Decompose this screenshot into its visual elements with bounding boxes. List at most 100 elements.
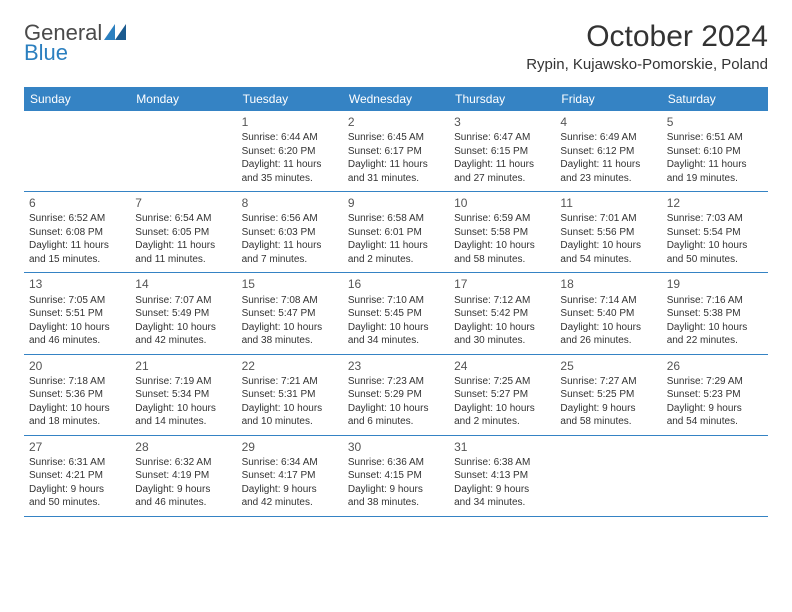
daylight-text: and 58 minutes. <box>560 415 656 429</box>
sunrise-text: Sunrise: 7:08 AM <box>242 294 338 308</box>
day-number: 31 <box>454 439 550 455</box>
daylight-text: Daylight: 10 hours <box>242 402 338 416</box>
calendar-day-cell: 23Sunrise: 7:23 AMSunset: 5:29 PMDayligh… <box>343 355 449 435</box>
daylight-text: and 26 minutes. <box>560 334 656 348</box>
day-header-wednesday: Wednesday <box>343 87 449 111</box>
calendar-table: Sunday Monday Tuesday Wednesday Thursday… <box>24 87 768 517</box>
calendar-day-cell: 27Sunrise: 6:31 AMSunset: 4:21 PMDayligh… <box>24 436 130 516</box>
day-number: 25 <box>560 358 656 374</box>
logo-mark-icon <box>104 27 126 44</box>
day-header-tuesday: Tuesday <box>237 87 343 111</box>
day-number: 10 <box>454 195 550 211</box>
daylight-text: Daylight: 10 hours <box>667 321 763 335</box>
day-number: 29 <box>242 439 338 455</box>
day-number: 12 <box>667 195 763 211</box>
sunrise-text: Sunrise: 6:31 AM <box>29 456 125 470</box>
sunset-text: Sunset: 5:51 PM <box>29 307 125 321</box>
daylight-text: and 58 minutes. <box>454 253 550 267</box>
daylight-text: Daylight: 10 hours <box>29 402 125 416</box>
calendar-day-cell: 13 Sunrise: 7:05 AMSunset: 5:51 PMDayligh… <box>24 273 130 353</box>
calendar-day-cell: 30Sunrise: 6:36 AMSunset: 4:15 PMDayligh… <box>343 436 449 516</box>
daylight-text: Daylight: 10 hours <box>667 239 763 253</box>
daylight-text: Daylight: 10 hours <box>135 402 231 416</box>
sunrise-text: Sunrise: 7:18 AM <box>29 375 125 389</box>
daylight-text: Daylight: 9 hours <box>348 483 444 497</box>
sunrise-text: Sunrise: 7:16 AM <box>667 294 763 308</box>
sunset-text: Sunset: 5:47 PM <box>242 307 338 321</box>
sunrise-text: Sunrise: 7:03 AM <box>667 212 763 226</box>
daylight-text: and 34 minutes. <box>454 496 550 510</box>
logo-text: General Blue <box>24 20 126 66</box>
calendar-day-cell: 29Sunrise: 6:34 AMSunset: 4:17 PMDayligh… <box>237 436 343 516</box>
title-block: October 2024 Rypin, Kujawsko-Pomorskie, … <box>526 20 768 73</box>
sunrise-text: Sunrise: 6:44 AM <box>242 131 338 145</box>
calendar-day-cell: 18Sunrise: 7:14 AMSunset: 5:40 PMDayligh… <box>555 273 661 353</box>
sunrise-text: Sunrise: 7:10 AM <box>348 294 444 308</box>
daylight-text: and 10 minutes. <box>242 415 338 429</box>
sunset-text: Sunset: 5:45 PM <box>348 307 444 321</box>
sunrise-text: Sunrise: 7:05 AM <box>29 294 125 308</box>
sunrise-text: Sunrise: 7:23 AM <box>348 375 444 389</box>
sunrise-text: Sunrise: 6:58 AM <box>348 212 444 226</box>
day-number: 26 <box>667 358 763 374</box>
day-number: 30 <box>348 439 444 455</box>
sunset-text: Sunset: 5:29 PM <box>348 388 444 402</box>
sunrise-text: Sunrise: 6:47 AM <box>454 131 550 145</box>
calendar-row: 6Sunrise: 6:52 AMSunset: 6:08 PMDaylight… <box>24 192 768 273</box>
sunset-text: Sunset: 5:23 PM <box>667 388 763 402</box>
daylight-text: and 7 minutes. <box>242 253 338 267</box>
calendar-row: 13Sunrise: 7:05 AMSunset: 5:51 PMDayligh… <box>24 273 768 354</box>
daylight-text: and 34 minutes. <box>348 334 444 348</box>
sunrise-text: Sunrise: 7:12 AM <box>454 294 550 308</box>
calendar-day-cell: 17 Sunrise: 7:12 AMSunset: 5:42 PMDayligh… <box>449 273 555 353</box>
location-subtitle: Rypin, Kujawsko-Pomorskie, Poland <box>526 56 768 73</box>
day-number: 13 <box>29 276 125 292</box>
daylight-text: Daylight: 10 hours <box>454 402 550 416</box>
daylight-text: and 38 minutes. <box>242 334 338 348</box>
calendar-day-cell: 8Sunrise: 6:56 AMSunset: 6:03 PMDaylight… <box>237 192 343 272</box>
daylight-text: and 46 minutes. <box>29 334 125 348</box>
daylight-text: and 54 minutes. <box>667 415 763 429</box>
sunset-text: Sunset: 5:38 PM <box>667 307 763 321</box>
sunrise-text: Sunrise: 7:19 AM <box>135 375 231 389</box>
calendar-blank-cell <box>24 111 130 191</box>
day-number: 17 <box>454 276 550 292</box>
sunrise-text: Sunrise: 6:51 AM <box>667 131 763 145</box>
calendar-day-cell: 19Sunrise: 7:16 AMSunset: 5:38 PMDayligh… <box>662 273 768 353</box>
day-number: 1 <box>242 114 338 130</box>
day-number: 6 <box>29 195 125 211</box>
daylight-text: and 15 minutes. <box>29 253 125 267</box>
day-number: 9 <box>348 195 444 211</box>
sunset-text: Sunset: 5:31 PM <box>242 388 338 402</box>
sunrise-text: Sunrise: 7:14 AM <box>560 294 656 308</box>
daylight-text: Daylight: 10 hours <box>454 321 550 335</box>
day-number: 15 <box>242 276 338 292</box>
brand-logo: General Blue <box>24 20 126 66</box>
sunrise-text: Sunrise: 6:49 AM <box>560 131 656 145</box>
daylight-text: and 22 minutes. <box>667 334 763 348</box>
day-number: 24 <box>454 358 550 374</box>
sunrise-text: Sunrise: 6:36 AM <box>348 456 444 470</box>
daylight-text: and 27 minutes. <box>454 172 550 186</box>
calendar-day-cell: 12Sunrise: 7:03 AMSunset: 5:54 PMDayligh… <box>662 192 768 272</box>
sunset-text: Sunset: 5:42 PM <box>454 307 550 321</box>
sunset-text: Sunset: 6:08 PM <box>29 226 125 240</box>
calendar-day-cell: 24Sunrise: 7:25 AMSunset: 5:27 PMDayligh… <box>449 355 555 435</box>
day-number: 21 <box>135 358 231 374</box>
daylight-text: and 42 minutes. <box>242 496 338 510</box>
daylight-text: Daylight: 9 hours <box>135 483 231 497</box>
calendar-day-cell: 15Sunrise: 7:08 AMSunset: 5:47 PMDayligh… <box>237 273 343 353</box>
day-number: 5 <box>667 114 763 130</box>
sunset-text: Sunset: 4:19 PM <box>135 469 231 483</box>
calendar-day-cell: 3Sunrise: 6:47 AMSunset: 6:15 PMDaylight… <box>449 111 555 191</box>
calendar-day-cell: 2Sunrise: 6:45 AMSunset: 6:17 PMDaylight… <box>343 111 449 191</box>
day-number: 28 <box>135 439 231 455</box>
day-header-monday: Monday <box>130 87 236 111</box>
calendar-day-cell: 1Sunrise: 6:44 AMSunset: 6:20 PMDaylight… <box>237 111 343 191</box>
page-header: General Blue October 2024 Rypin, Kujawsk… <box>24 20 768 73</box>
day-header-thursday: Thursday <box>449 87 555 111</box>
sunset-text: Sunset: 5:54 PM <box>667 226 763 240</box>
daylight-text: Daylight: 10 hours <box>454 239 550 253</box>
calendar-day-cell: 7Sunrise: 6:54 AMSunset: 6:05 PMDaylight… <box>130 192 236 272</box>
daylight-text: Daylight: 10 hours <box>29 321 125 335</box>
